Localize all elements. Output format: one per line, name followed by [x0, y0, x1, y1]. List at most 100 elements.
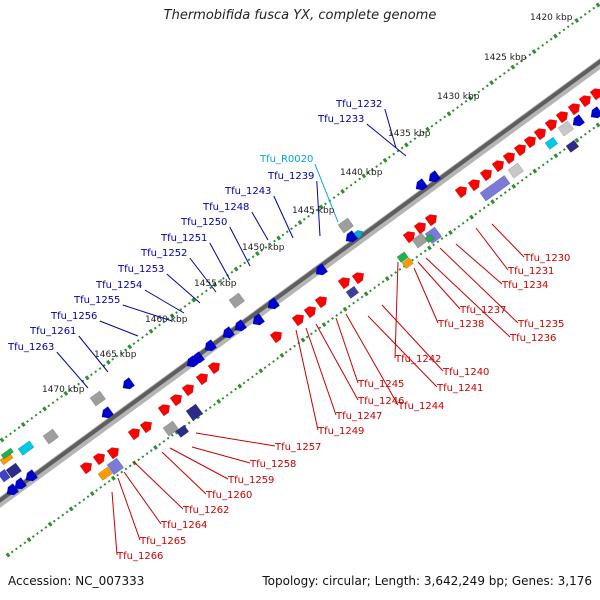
leader-line — [345, 313, 399, 406]
tick-dot — [281, 233, 285, 237]
tick-dot — [434, 121, 438, 125]
tick-dot — [499, 194, 503, 198]
gene-box — [345, 285, 360, 299]
tick-dot — [89, 491, 95, 497]
gene-label-tfu-1265: Tfu_1265 — [139, 536, 186, 547]
gene-box — [396, 251, 409, 264]
gene-label-tfu-1239: Tfu_1239 — [267, 171, 314, 182]
gene-arrow — [578, 95, 592, 108]
tick-dot — [191, 297, 196, 303]
kbp-tick-label: 1435 kbp — [388, 129, 431, 139]
tick-dot — [473, 93, 476, 97]
tick-dot — [47, 521, 53, 527]
tick-dot — [377, 283, 381, 287]
tick-dot — [425, 126, 431, 132]
gene-arrow — [415, 178, 429, 191]
gene-label-tfu-1232: Tfu_1232 — [335, 99, 382, 110]
tick-dot — [574, 137, 580, 143]
gene-label-tfu-1263: Tfu_1263 — [7, 342, 54, 353]
tick-dot — [448, 230, 453, 235]
tick-dot — [158, 443, 162, 446]
gene-arrow — [14, 477, 28, 490]
tick-dot — [233, 266, 239, 272]
leader-line — [381, 304, 444, 372]
tick-dot — [13, 429, 17, 433]
kbp-tick-label: 1420 kbp — [530, 13, 573, 23]
tick-dot — [510, 64, 516, 70]
leader-line — [413, 267, 439, 324]
leader-line — [305, 327, 337, 416]
tick-dot — [358, 177, 361, 181]
gene-label-tfu-1248: Tfu_1248 — [202, 202, 249, 213]
leader-line — [195, 432, 276, 447]
tick-dot — [519, 59, 523, 63]
gene-arrow — [269, 331, 283, 344]
gene-arrow — [315, 263, 329, 276]
tick-dot — [263, 366, 267, 370]
tick-dot — [508, 188, 511, 191]
tick-dot — [26, 537, 32, 543]
tick-dot — [326, 320, 330, 323]
tick-dot — [331, 317, 334, 320]
tick-dot — [430, 124, 434, 128]
gene-label-tfu-1252: Tfu_1252 — [140, 248, 187, 259]
gene-label-tfu-1253: Tfu_1253 — [117, 264, 164, 275]
leader-line — [166, 273, 201, 304]
tick-dot — [196, 295, 200, 299]
leader-line — [315, 323, 359, 401]
tick-dot — [251, 255, 255, 259]
gene-arrow — [353, 230, 363, 240]
gene-box — [557, 120, 575, 137]
tick-dot — [335, 314, 339, 317]
leader-line — [273, 195, 294, 239]
gene-arrow — [567, 103, 581, 116]
tick-dot — [229, 390, 233, 394]
tick-dot — [68, 388, 72, 392]
tick-dot — [34, 413, 38, 417]
tick-dot — [366, 171, 370, 175]
gene-arrow — [79, 462, 93, 475]
tick-dot — [314, 329, 318, 333]
tick-dot — [285, 230, 289, 234]
tick-dot — [293, 344, 296, 348]
tick-dot — [300, 337, 306, 343]
tick-dot — [106, 359, 111, 365]
kbp-tick-label: 1450 kbp — [242, 243, 285, 253]
tick-dot — [390, 274, 393, 277]
tick-dot — [239, 264, 242, 268]
kbp-tick-label: 1455 kbp — [194, 279, 237, 289]
accession-text: Accession: NC_007333 — [8, 574, 145, 588]
tick-dot — [318, 204, 324, 210]
leader-line — [335, 317, 359, 384]
gene-label-tfu-1261: Tfu_1261 — [29, 326, 76, 337]
tick-dot — [511, 183, 517, 189]
tick-dot — [212, 282, 218, 288]
tick-dot — [305, 335, 309, 339]
gene-arrow — [513, 144, 527, 157]
gene-box — [424, 233, 435, 244]
tick-dot — [481, 87, 485, 91]
gene-arrow — [544, 119, 558, 132]
tick-dot — [524, 175, 528, 179]
tick-dot — [5, 552, 11, 558]
tick-dot — [276, 235, 282, 241]
gene-arrow — [413, 222, 427, 235]
gene-features — [0, 88, 600, 496]
gene-arrow — [139, 421, 153, 434]
tick-dot — [246, 378, 250, 382]
tick-dot — [264, 245, 268, 249]
tick-dot — [148, 328, 154, 334]
tick-dot — [204, 409, 208, 413]
tick-dot — [15, 547, 18, 551]
tick-dot — [213, 403, 216, 406]
tick-dot — [242, 381, 246, 385]
tick-dot — [583, 132, 587, 136]
gene-label-tfu-1266: Tfu_1266 — [116, 551, 163, 562]
tick-dot — [375, 165, 379, 168]
tick-dot — [482, 206, 486, 210]
gene-arrow — [467, 179, 481, 192]
outer-tick-dots — [0, 2, 600, 443]
tick-dot — [515, 62, 519, 66]
tick-dot — [392, 152, 396, 156]
tick-dot — [453, 228, 457, 231]
